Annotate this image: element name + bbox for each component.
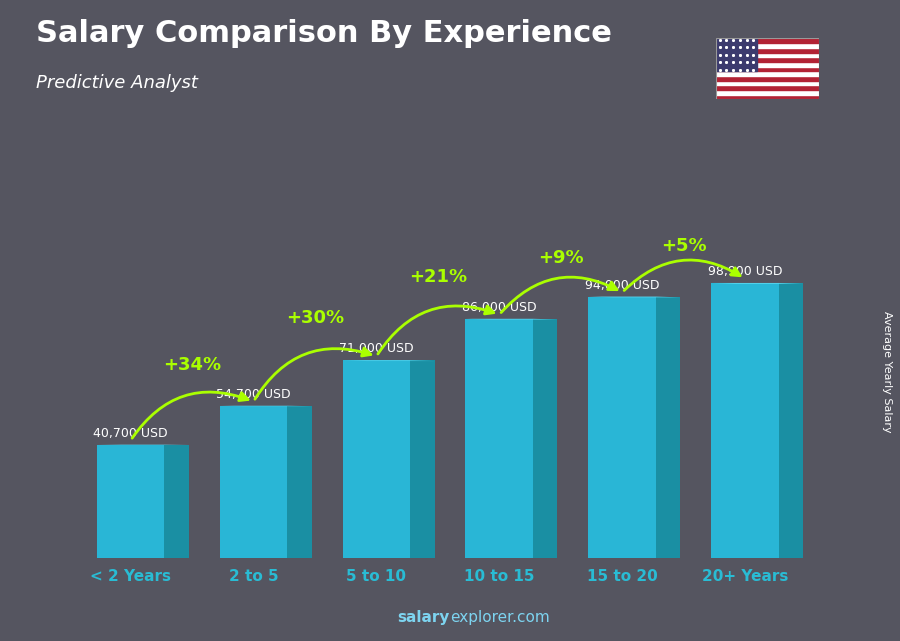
Bar: [716, 85, 819, 90]
Bar: [716, 53, 819, 57]
Bar: [716, 71, 819, 76]
Bar: [716, 62, 819, 67]
Bar: [716, 90, 819, 95]
Bar: [589, 297, 656, 558]
Bar: [716, 67, 819, 71]
Bar: [97, 445, 165, 558]
Text: 54,700 USD: 54,700 USD: [216, 388, 291, 401]
Polygon shape: [287, 406, 311, 558]
Polygon shape: [165, 445, 189, 558]
Text: +30%: +30%: [286, 309, 344, 328]
Text: Salary Comparison By Experience: Salary Comparison By Experience: [36, 19, 612, 48]
Bar: [716, 38, 757, 71]
Text: Predictive Analyst: Predictive Analyst: [36, 74, 198, 92]
Bar: [716, 48, 819, 53]
Bar: [465, 319, 533, 558]
Bar: [716, 57, 819, 62]
Polygon shape: [656, 297, 680, 558]
Bar: [711, 283, 778, 558]
Bar: [716, 81, 819, 85]
Text: +5%: +5%: [661, 237, 707, 254]
Polygon shape: [778, 283, 803, 558]
Text: +21%: +21%: [409, 268, 467, 286]
Text: +9%: +9%: [538, 249, 583, 267]
Bar: [716, 95, 819, 99]
Text: +34%: +34%: [163, 356, 221, 374]
Text: salary: salary: [398, 610, 450, 625]
Polygon shape: [711, 283, 803, 284]
Polygon shape: [533, 319, 557, 558]
Text: 86,000 USD: 86,000 USD: [462, 301, 536, 314]
Text: 98,900 USD: 98,900 USD: [707, 265, 782, 278]
Text: explorer.com: explorer.com: [450, 610, 550, 625]
Text: Average Yearly Salary: Average Yearly Salary: [881, 311, 892, 433]
Text: 40,700 USD: 40,700 USD: [94, 427, 168, 440]
Polygon shape: [410, 360, 435, 558]
Bar: [716, 43, 819, 48]
Bar: [220, 406, 287, 558]
Bar: [716, 76, 819, 81]
Bar: [716, 38, 819, 43]
Text: 94,000 USD: 94,000 USD: [585, 279, 660, 292]
Bar: [343, 360, 410, 558]
Text: 71,000 USD: 71,000 USD: [339, 342, 414, 356]
